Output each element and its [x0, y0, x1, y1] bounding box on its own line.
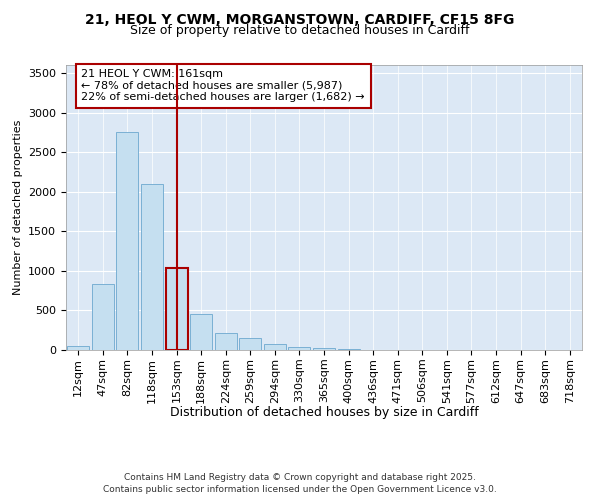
Bar: [67, 346, 89, 350]
Bar: [215, 334, 237, 350]
Bar: [264, 344, 286, 350]
Text: Size of property relative to detached houses in Cardiff: Size of property relative to detached ho…: [130, 24, 470, 37]
Bar: [166, 268, 188, 350]
Text: Contains public sector information licensed under the Open Government Licence v3: Contains public sector information licen…: [103, 485, 497, 494]
Bar: [239, 338, 262, 350]
Bar: [141, 184, 163, 350]
Bar: [116, 132, 139, 350]
Text: 21, HEOL Y CWM, MORGANSTOWN, CARDIFF, CF15 8FG: 21, HEOL Y CWM, MORGANSTOWN, CARDIFF, CF…: [85, 12, 515, 26]
Text: Contains HM Land Registry data © Crown copyright and database right 2025.: Contains HM Land Registry data © Crown c…: [124, 472, 476, 482]
Bar: [338, 349, 359, 350]
Bar: [92, 284, 114, 350]
X-axis label: Distribution of detached houses by size in Cardiff: Distribution of detached houses by size …: [170, 406, 478, 418]
Bar: [289, 347, 310, 350]
Bar: [313, 348, 335, 350]
Bar: [190, 314, 212, 350]
Text: 21 HEOL Y CWM: 161sqm
← 78% of detached houses are smaller (5,987)
22% of semi-d: 21 HEOL Y CWM: 161sqm ← 78% of detached …: [82, 70, 365, 102]
Y-axis label: Number of detached properties: Number of detached properties: [13, 120, 23, 295]
